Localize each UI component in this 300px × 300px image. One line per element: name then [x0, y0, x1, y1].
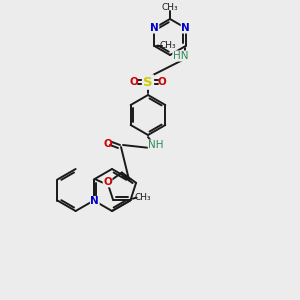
Text: O: O [103, 139, 112, 149]
Text: CH₃: CH₃ [162, 2, 178, 11]
Text: N: N [150, 23, 159, 33]
Text: S: S [143, 76, 153, 88]
Text: CH₃: CH₃ [159, 41, 176, 50]
Text: HN: HN [173, 51, 188, 61]
Text: O: O [158, 77, 166, 87]
Text: O: O [103, 177, 112, 187]
Text: CH₃: CH₃ [134, 193, 151, 202]
Text: N: N [90, 196, 99, 206]
Text: O: O [130, 77, 138, 87]
Text: NH: NH [148, 140, 164, 150]
Text: N: N [181, 23, 190, 33]
